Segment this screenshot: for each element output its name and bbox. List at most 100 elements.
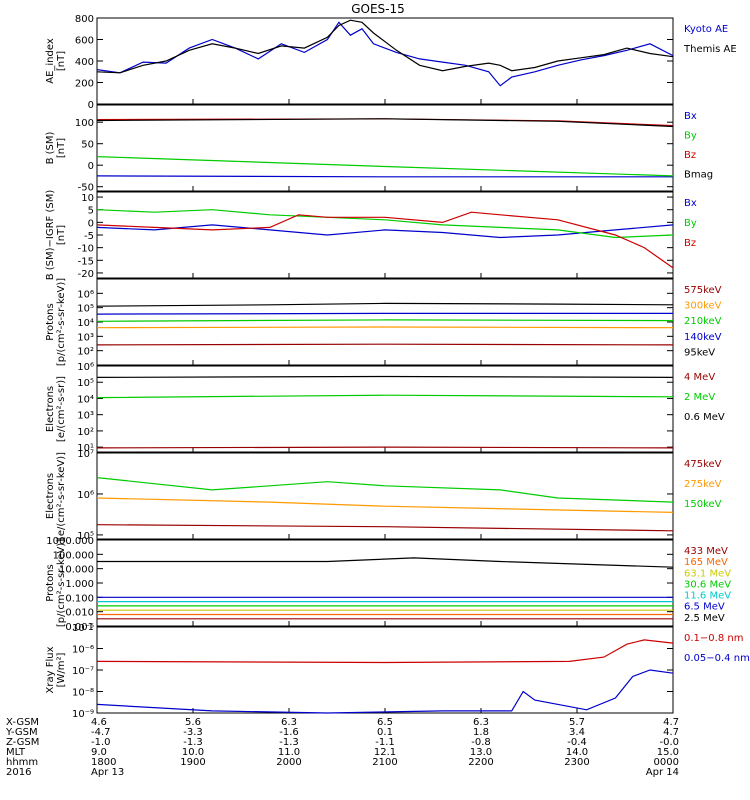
y-axis-label: Electrons[e/(cm²‑s‑sr)] [45,376,67,442]
y-tick-label: 10⁵ [77,378,94,389]
footer-cell: 11.0 [278,747,300,758]
y-tick-label: 10⁵ [77,531,94,542]
footer-cell: 2100 [372,757,397,768]
footer-cell: 9.0 [91,747,107,758]
footer-cell: -3.3 [183,727,203,738]
series-line [96,224,674,239]
panel-frame [96,452,674,540]
panel-2: -50 0 50 100 B (SM)[nT] Bx By Bz Bmag [45,104,713,194]
footer-cell: -0.0 [659,737,679,748]
series-line [96,156,674,177]
legend-entry: Bmag [684,170,713,181]
panel-7: 0.001 0.010 0.100 1.000 10.000 100.000 1000.00… [45,536,731,633]
footer-cell: 15.0 [657,747,679,758]
y-tick-label: 0.100 [65,593,94,604]
legend-entry: 30.6 MeV [684,579,731,590]
y-tick-label: 0 [88,161,94,172]
series-line [96,669,674,714]
panel-frame [96,17,674,105]
legend-entry: Bz [684,150,696,161]
y-tick-label: 100.000 [53,550,94,561]
footer-row-label: MLT [6,747,26,758]
legend-entry: 0.1−0.8 nm [684,633,743,644]
legend-entry: By [684,218,697,229]
y-tick-label: 10¹ [77,443,94,454]
footer-row-label: X-GSM [6,717,39,728]
footer-row-label: 2016 [6,767,31,778]
legend-entry: 210keV [684,316,722,327]
panel-frame [96,191,674,279]
legend-entry: 165 MeV [684,557,728,568]
y-tick-label: -20 [78,269,94,280]
legend-entry: 575keV [684,285,722,296]
y-tick-label: 1.000 [65,579,94,590]
legend-entry: 2.5 MeV [684,613,725,624]
footer-cell: 4.7 [663,727,679,738]
y-axis-label: Electrons[e/(cm²‑s‑sr‑keV)] [45,452,67,540]
y-tick-label: 0 [88,218,94,229]
footer-cell: 13.0 [470,747,492,758]
footer-cell: -4.7 [91,727,111,738]
footer-cell: -1.0 [91,737,111,748]
legend-entry: 0.6 MeV [684,412,725,423]
series-line [96,302,674,307]
legend-entry: 150keV [684,499,722,510]
footer-cell: 0.1 [377,727,393,738]
series-line [96,524,674,532]
footer-row-label: hhmm [6,757,38,768]
series-line [96,211,674,269]
footer-cell: -1.3 [279,737,299,748]
y-tick-label: 10² [77,347,94,358]
footer-cell: 6.5 [377,717,393,728]
footer-cell: 10.0 [182,747,204,758]
y-tick-label: -15 [78,256,94,267]
series-line [96,118,674,128]
y-tick-label: 10⁶ [77,362,94,373]
panel-frame [96,278,674,366]
panel-6: 10⁵ 10⁶ 10⁷ Electrons[e/(cm²‑s‑sr‑keV)] 475k… [45,449,722,542]
footer-cell: 6.3 [473,717,489,728]
y-tick-label: 10⁵ [77,304,94,315]
footer-cell: 1.8 [473,727,489,738]
y-tick-label: 0 [88,100,94,111]
legend-entry: 0.05−0.4 nm [684,653,750,664]
footer-cell: 12.1 [374,747,396,758]
y-tick-label: 10⁻⁵ [72,623,94,634]
legend-entry: 300keV [684,301,722,312]
footer-cell: 4.7 [663,717,679,728]
y-tick-label: 10² [77,427,94,438]
footer-cell: 1900 [180,757,205,768]
y-tick-label: 10⁷ [77,449,94,460]
y-tick-label: 10⁶ [77,490,94,501]
footer-cell: Apr 13 [91,767,124,778]
y-tick-label: 5 [88,206,94,217]
series-line [96,477,674,503]
y-tick-label: -50 [78,183,94,194]
legend-entry: 4 MeV [684,372,715,383]
y-tick-label: 400 [75,57,94,68]
footer-cell: -1.1 [375,737,395,748]
series-line [96,639,674,664]
panel-frame [96,626,674,714]
y-tick-label: 10⁴ [77,394,94,405]
y-tick-label: -5 [84,231,94,242]
footer-cell: 0000 [654,757,679,768]
y-axis-label: Xray Flux[W/m²] [45,646,67,693]
legend-entry: 475keV [684,459,722,470]
footer-cell: 4.6 [91,717,107,728]
y-tick-label: -10 [78,244,94,255]
series-line [96,19,674,74]
legend-entry: Themis AE [683,44,737,55]
y-tick-label: 10 [81,193,94,204]
panel-frame [96,539,674,627]
legend-entry: 140keV [684,332,722,343]
footer-cell: -0.8 [471,737,491,748]
y-tick-label: 50 [81,140,94,151]
series-line [96,312,673,315]
series-line [96,446,674,449]
series-line [96,497,674,513]
legend-entry: Bx [684,198,697,209]
legend-entry: 6.5 MeV [684,602,725,613]
y-tick-label: 200 [75,79,94,90]
